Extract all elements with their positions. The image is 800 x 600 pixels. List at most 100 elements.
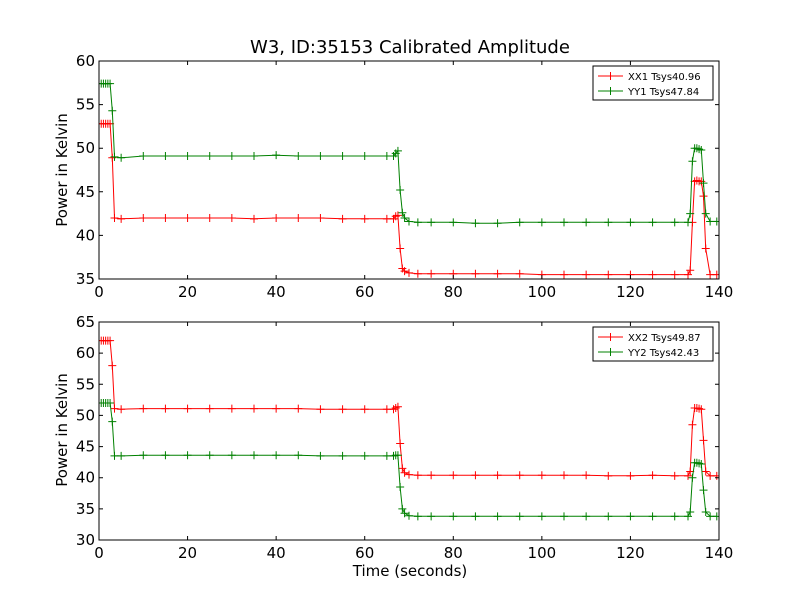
top-panel-series-yy1-point (294, 152, 303, 161)
bottom-panel-series-xx2-point (183, 404, 192, 413)
bottom-panel-series-yy2-point (582, 512, 591, 521)
bottom-panel-series-xx2-point (393, 402, 402, 411)
top-panel-series-xx1-point (413, 269, 422, 278)
top-panel-series-yy1-point (604, 218, 613, 227)
bottom-panel-series-xx2-point (471, 471, 480, 480)
top-panel-series-xx1-point (648, 270, 657, 279)
top-panel-series-yy1-point (398, 208, 407, 217)
bottom-panel-x-tick-label: 20 (178, 544, 197, 562)
bottom-panel-series-yy2-point (697, 460, 706, 469)
bottom-panel-series-xx2-point (449, 471, 458, 480)
bottom-panel-series-xx2-point (688, 420, 697, 429)
bottom-panel-series-xx2-point (161, 404, 170, 413)
top-panel-x-tick-label: 20 (178, 283, 197, 301)
top-panel-legend-swatch-yy1 (598, 87, 623, 95)
bottom-panel-series-xx2-point (493, 471, 502, 480)
bottom-panel-y-tick-label: 45 (76, 438, 95, 456)
bottom-panel-series-yy2-point (405, 511, 413, 520)
bottom-panel-y-tick-label: 40 (76, 469, 95, 487)
top-panel-x-tick-label: 80 (444, 283, 463, 301)
top-panel-y-tick-label: 50 (76, 139, 95, 157)
top-panel-y-axis-label: Power in Kelvin (53, 113, 71, 227)
top-panel-series-xx1-point (360, 214, 369, 223)
bottom-panel-series-yy2-point (493, 512, 502, 521)
bottom-panel-series-yy2-point (626, 512, 635, 521)
bottom-panel-series-xx2-point (699, 436, 708, 445)
bottom-panel-series-yy2-point (701, 507, 710, 516)
bottom-panel-series-yy2-point (560, 512, 568, 521)
bottom-panel-series-yy2-point (670, 512, 679, 521)
bottom-panel-series-xx2-point (139, 404, 148, 413)
top-panel-plot-area (99, 79, 719, 279)
top-panel-series-yy1-point (400, 213, 409, 222)
top-panel-series-yy1-point (449, 218, 458, 227)
top-panel-series-xx1-point (161, 213, 170, 222)
bottom-panel-y-tick-label: 65 (76, 313, 95, 331)
bottom-panel-series-xx2-point (413, 471, 422, 480)
bottom-panel-series-xx2-point (106, 336, 115, 345)
top-panel-series-yy1-point (684, 218, 692, 227)
top-panel-series-xx1-point (560, 270, 568, 279)
top-panel-y-tick-label: 35 (76, 270, 95, 288)
top-panel-series-xx1-point (427, 269, 436, 278)
top-panel-series-yy1-point (626, 218, 635, 227)
top-panel-series-xx1-point (272, 213, 281, 222)
top-panel-series-xx1-point (701, 244, 710, 253)
top-panel-legend-label-yy1: YY1 Tsys47.84 (627, 87, 699, 98)
top-panel-axes-frame (98, 60, 720, 280)
bottom-panel-series-xx2-point (626, 471, 635, 480)
top-panel-series-xx1-point (471, 269, 480, 278)
bottom-panel-series-yy2-point (699, 486, 708, 495)
top-panel-series-xx1-point (400, 267, 409, 276)
bottom-panel-series-xx2-point (400, 468, 409, 477)
top-panel-series-yy1-point (393, 146, 402, 155)
top-panel-series-yy1-point (560, 218, 568, 227)
top-panel-series-yy1-point (183, 152, 192, 161)
bottom-panel-series-xx2-point (684, 471, 692, 480)
bottom-panel-series-xx2-point (338, 405, 347, 414)
bottom-panel-y-tick-label: 55 (76, 375, 95, 393)
top-panel-legend: XX1 Tsys40.96 YY1 Tsys47.84 (592, 65, 714, 101)
bottom-panel-series-xx2-point (117, 405, 126, 414)
top-panel-series-xx1-point (686, 266, 695, 275)
bottom-panel-series-yy2-point (648, 512, 657, 521)
bottom-panel-series-yy2-point (106, 398, 115, 407)
bottom-panel-series-yy2-point (604, 512, 613, 521)
top-panel-series-yy1-point (537, 218, 546, 227)
top-panel-series-xx1-point (183, 213, 192, 222)
top-panel-series-yy1-point (250, 152, 258, 161)
bottom-panel-series-xx2-point (108, 361, 117, 370)
figure-title: W3, ID:35153 Calibrated Amplitude (250, 37, 570, 58)
bottom-panel-series-xx2-point (515, 471, 524, 480)
bottom-panel-series-yy2-point (338, 451, 347, 460)
top-panel-y-tick-label: 60 (76, 52, 95, 70)
top-panel-xx1-yy1: Power in Kelvin 0 20 40 60 80 100 120 140 35 40 45… (53, 52, 733, 301)
top-panel-series-yy1-point (427, 218, 436, 227)
bottom-panel-series-xx2-point (272, 404, 281, 413)
top-panel-series-xx1-point (493, 269, 502, 278)
bottom-panel-series-yy2-point (205, 451, 214, 460)
bottom-panel-series-yy2-point (471, 512, 480, 521)
top-panel-series-xx1-point (699, 192, 708, 201)
bottom-panel-series-xx2-point (701, 467, 710, 476)
top-panel-series-yy1-point (493, 219, 502, 228)
bottom-panel-series-yy2-point (360, 451, 369, 460)
bottom-panel-series-xx2-point (427, 471, 436, 480)
bottom-panel-x-tick-label: 60 (355, 544, 374, 562)
bottom-panel-series-yy2-line (101, 402, 717, 517)
top-panel-series-yy1-point (699, 179, 708, 188)
bottom-panel-series-yy2-point (117, 451, 126, 460)
bottom-panel-series-yy2-point (688, 473, 697, 482)
top-panel-series-yy1-point (396, 186, 405, 195)
top-panel-series-xx1-point (396, 244, 405, 253)
bottom-panel-series-yy2-point (316, 451, 325, 460)
bottom-panel-series-yy2-point (396, 483, 405, 492)
bottom-panel-series-xx2-point (110, 404, 119, 413)
bottom-panel-series-yy2-point (427, 512, 436, 521)
bottom-panel-y-tick-label: 35 (76, 500, 95, 518)
bottom-panel-series-xx2-point (316, 405, 325, 414)
top-panel-x-tick-label: 140 (705, 283, 734, 301)
bottom-panel-y-tick-label: 60 (76, 344, 95, 362)
top-panel-series-yy1-point (117, 153, 126, 162)
